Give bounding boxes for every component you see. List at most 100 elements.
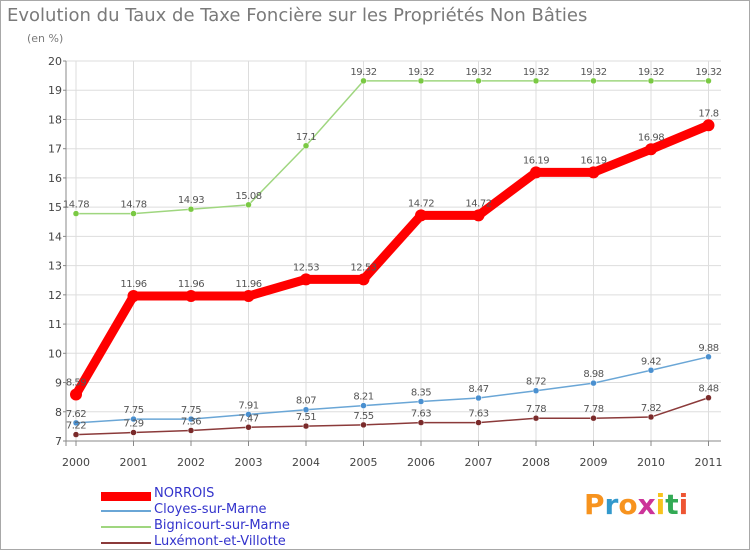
- data-label-bignicourt-sur-marne: 14.78: [120, 200, 146, 211]
- y-tick-label: 18: [48, 113, 62, 126]
- data-point-cloyes-sur-marne: [302, 406, 310, 413]
- data-point-norrois: [587, 166, 600, 179]
- data-point-lux-mont-et-villotte: [187, 427, 195, 434]
- data-point-norrois: [472, 209, 485, 222]
- data-point-lux-mont-et-villotte: [130, 429, 137, 436]
- y-tick-label: 10: [48, 347, 62, 360]
- data-point-norrois: [127, 290, 140, 303]
- chart-title: Evolution du Taux de Taxe Foncière sur l…: [7, 5, 588, 26]
- data-point-cloyes-sur-marne: [417, 398, 425, 405]
- data-label-lux-mont-et-villotte: 7.78: [583, 404, 603, 415]
- y-tick-label: 13: [48, 260, 62, 273]
- data-label-cloyes-sur-marne: 7.75: [181, 405, 201, 416]
- data-point-cloyes-sur-marne: [705, 353, 712, 361]
- data-point-norrois: [530, 166, 542, 179]
- data-point-bignicourt-sur-marne: [532, 77, 540, 85]
- data-label-norrois: 14.72: [465, 198, 491, 209]
- logo-letter: i: [655, 488, 666, 521]
- data-label-cloyes-sur-marne: 8.47: [468, 384, 488, 395]
- legend-label-cloyes: Cloyes-sur-Marne: [154, 502, 267, 517]
- data-point-norrois: [185, 290, 197, 303]
- y-tick-label: 7: [55, 435, 62, 448]
- x-tick-label: 2003: [235, 456, 263, 469]
- series-line-bignicourt-sur-marne: [75, 80, 710, 215]
- x-tick-label: 2000: [62, 456, 90, 469]
- data-label-norrois: 11.96: [120, 279, 146, 290]
- data-label-cloyes-sur-marne: 8.98: [583, 369, 603, 380]
- data-point-cloyes-sur-marne: [475, 394, 482, 402]
- logo-letter: x: [637, 488, 656, 521]
- data-point-cloyes-sur-marne: [532, 387, 540, 394]
- x-tick-label: 2010: [637, 456, 665, 469]
- data-point-cloyes-sur-marne: [187, 415, 195, 423]
- data-label-bignicourt-sur-marne: 19.32: [695, 67, 721, 78]
- data-label-lux-mont-et-villotte: 7.55: [353, 411, 373, 422]
- data-label-bignicourt-sur-marne: 19.32: [523, 67, 549, 78]
- data-point-bignicourt-sur-marne: [417, 77, 425, 85]
- data-point-cloyes-sur-marne: [590, 379, 597, 387]
- data-label-norrois: 14.72: [408, 198, 434, 209]
- data-point-bignicourt-sur-marne: [705, 77, 712, 85]
- data-label-lux-mont-et-villotte: 7.82: [641, 403, 661, 414]
- data-label-bignicourt-sur-marne: 19.32: [465, 67, 491, 78]
- logo-letter: o: [618, 488, 638, 521]
- data-label-bignicourt-sur-marne: 19.32: [580, 67, 606, 78]
- data-point-norrois: [415, 209, 427, 222]
- x-tick-label: 2011: [695, 456, 723, 469]
- y-tick-label: 19: [48, 84, 62, 97]
- data-label-norrois: 12.53: [293, 262, 319, 273]
- logo-letter: r: [604, 488, 619, 521]
- y-tick-label: 17: [48, 143, 62, 156]
- series-line-lux-mont-et-villotte: [75, 396, 710, 436]
- data-label-bignicourt-sur-marne: 14.78: [63, 200, 89, 211]
- data-label-norrois: 16.19: [580, 155, 606, 166]
- data-label-cloyes-sur-marne: 7.75: [123, 405, 143, 416]
- data-point-bignicourt-sur-marne: [130, 210, 137, 217]
- y-tick-label: 9: [55, 377, 62, 390]
- data-label-norrois: 11.96: [178, 279, 204, 290]
- legend-label-luxemont: Luxémont-et-Villotte: [154, 534, 286, 549]
- legend-label-bignicourt: Bignicourt-sur-Marne: [154, 518, 290, 533]
- data-label-cloyes-sur-marne: 9.42: [641, 356, 661, 367]
- data-label-lux-mont-et-villotte: 7.51: [296, 412, 316, 423]
- chart-subtitle: (en %): [27, 32, 64, 45]
- data-label-cloyes-sur-marne: 8.72: [526, 377, 546, 388]
- data-point-bignicourt-sur-marne: [245, 201, 252, 209]
- x-tick-label: 2008: [522, 456, 550, 469]
- x-tick-label: 2006: [407, 456, 435, 469]
- legend-swatch-cloyes: [101, 510, 151, 512]
- legend-swatch-bignicourt: [101, 526, 151, 528]
- data-label-lux-mont-et-villotte: 7.36: [181, 416, 201, 427]
- data-label-lux-mont-et-villotte: 7.22: [66, 421, 86, 432]
- data-point-bignicourt-sur-marne: [187, 205, 195, 213]
- data-point-cloyes-sur-marne: [360, 402, 367, 409]
- data-point-bignicourt-sur-marne: [475, 77, 482, 85]
- data-point-cloyes-sur-marne: [647, 367, 655, 374]
- x-tick-label: 2007: [465, 456, 493, 469]
- proxiti-logo: Proxiti: [584, 488, 688, 521]
- data-label-cloyes-sur-marne: 8.35: [411, 388, 431, 399]
- y-tick-label: 16: [48, 172, 62, 185]
- data-point-norrois: [645, 143, 657, 156]
- data-point-norrois: [70, 388, 82, 401]
- data-point-lux-mont-et-villotte: [705, 394, 712, 401]
- logo-letter: P: [584, 488, 605, 521]
- data-label-lux-mont-et-villotte: 7.63: [468, 409, 488, 420]
- y-tick-label: 15: [48, 201, 62, 214]
- data-label-bignicourt-sur-marne: 19.32: [350, 67, 376, 78]
- y-tick-label: 11: [48, 318, 62, 331]
- legend-label-norrois: NORROIS: [154, 486, 215, 501]
- y-tick-label: 12: [48, 289, 62, 302]
- data-point-lux-mont-et-villotte: [245, 424, 252, 431]
- axis-layer: 7 8 9 10 11 12 13 14 15 16 17 18 19 20 2000 2001 2002 200…: [48, 55, 723, 469]
- series-line-norrois: [71, 120, 713, 400]
- legend-swatch-luxemont: [101, 542, 151, 544]
- data-label-bignicourt-sur-marne: 19.32: [408, 67, 434, 78]
- data-point-cloyes-sur-marne: [72, 419, 80, 427]
- data-label-norrois: 16.19: [523, 155, 549, 166]
- legend-swatch-norrois: [101, 492, 151, 501]
- series-line-cloyes-sur-marne: [75, 356, 710, 424]
- data-label-bignicourt-sur-marne: 14.93: [178, 195, 204, 206]
